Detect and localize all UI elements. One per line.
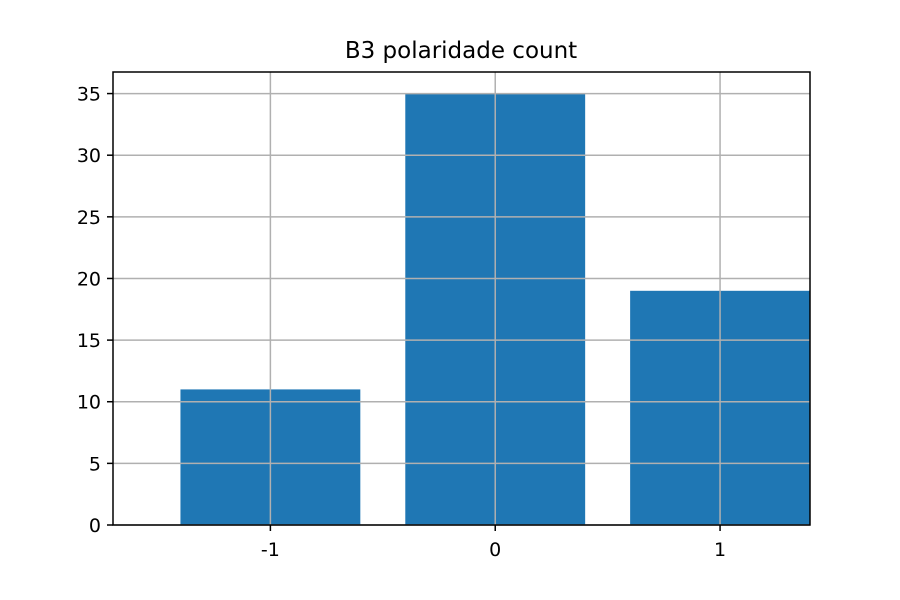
y-tick-label-2: 10 — [77, 392, 101, 414]
plot-frame — [112, 71, 811, 526]
y-tick-label-0: 0 — [89, 515, 101, 537]
y-tick-label-1: 5 — [89, 453, 101, 475]
y-tick-label-4: 20 — [77, 268, 101, 290]
x-tick-label-2: 1 — [714, 539, 726, 561]
y-tick-label-6: 30 — [77, 145, 101, 167]
chart-title: B3 polaridade count — [345, 38, 577, 64]
y-tick-label-3: 15 — [77, 330, 101, 352]
y-tick-label-7: 35 — [77, 84, 101, 106]
x-tick-label-1: 0 — [489, 539, 501, 561]
grid-layer — [113, 72, 810, 526]
y-tick-label-5: 25 — [77, 207, 101, 229]
x-tick-label-0: -1 — [261, 539, 280, 561]
